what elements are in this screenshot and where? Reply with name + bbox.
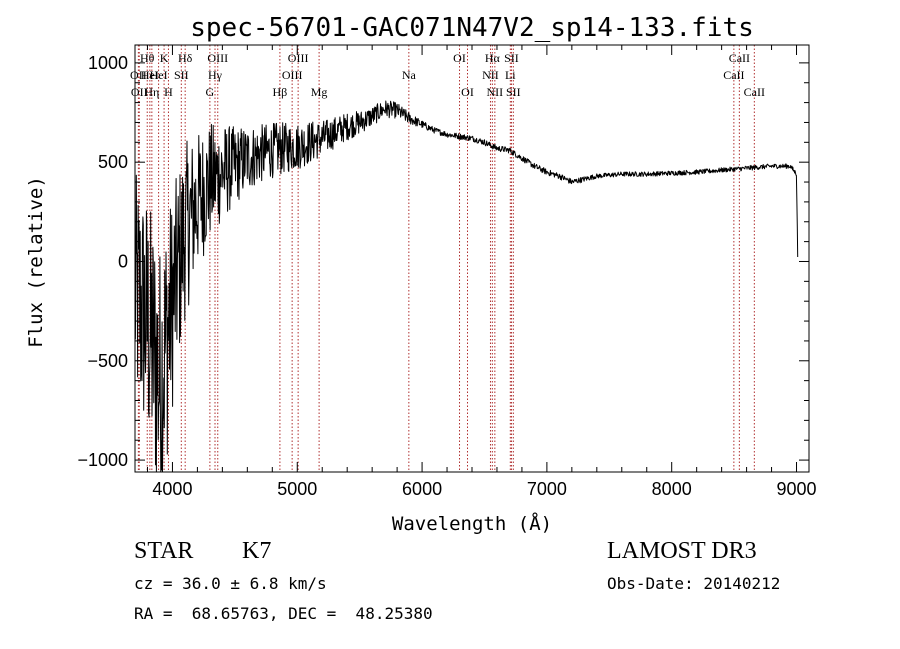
line-label: Li: [505, 68, 516, 82]
line-label: OIII: [207, 51, 228, 65]
y-tick-label: −500: [87, 351, 128, 371]
line-label: SII: [174, 68, 189, 82]
line-label: NII: [487, 85, 504, 99]
redshift-cz: cz = 36.0 ± 6.8 km/s: [134, 574, 327, 593]
line-label: Hγ: [208, 68, 223, 82]
line-label: NII: [482, 68, 499, 82]
line-label: HeI: [150, 68, 168, 82]
emission-lines: [137, 45, 755, 472]
object-class: STAR: [134, 538, 194, 564]
x-tick-label: 5000: [277, 479, 317, 499]
x-tick-label: 7000: [527, 479, 567, 499]
line-labels: OIIOIIHθHeIHηHeIKHSIIHδGHγOIIIHβOIIIOIII…: [130, 51, 765, 99]
y-tick-label: 1000: [88, 53, 128, 73]
line-label: G: [206, 85, 215, 99]
observation-date: Obs-Date: 20140212: [607, 574, 781, 593]
y-tick-label: 0: [118, 251, 128, 271]
x-tick-label: 4000: [152, 479, 192, 499]
coordinates: RA = 68.65763, DEC = 48.25380: [134, 604, 433, 623]
x-tick-label: 9000: [776, 479, 816, 499]
line-label: Hα: [485, 51, 501, 65]
chart-title: spec-56701-GAC071N47V2_sp14-133.fits: [190, 13, 754, 43]
line-label: OI: [461, 85, 474, 99]
line-label: K: [160, 51, 169, 65]
line-label: OIII: [282, 68, 303, 82]
y-axis-label: Flux (relative): [25, 176, 47, 348]
x-axis-label: Wavelength (Å): [392, 512, 552, 535]
line-label: Hβ: [273, 85, 288, 99]
x-tick-label: 8000: [652, 479, 692, 499]
line-label: Mg: [311, 85, 328, 99]
line-label: Hθ: [140, 51, 155, 65]
line-label: CaII: [744, 85, 765, 99]
x-axis: 4000 5000 6000 7000 8000 9000: [146, 45, 817, 499]
line-label: SII: [504, 51, 519, 65]
x-tick-label: 6000: [402, 479, 442, 499]
line-label: OIII: [288, 51, 309, 65]
line-label: SII: [506, 85, 521, 99]
y-axis: −1000 −500 0 500 1000: [77, 53, 809, 470]
y-tick-label: −1000: [77, 450, 128, 470]
line-label: Hη: [144, 85, 159, 99]
line-label: Na: [402, 68, 417, 82]
line-label: Hδ: [178, 51, 193, 65]
line-label: CaII: [723, 68, 744, 82]
line-label: H: [164, 85, 173, 99]
line-label: HeI: [141, 68, 159, 82]
line-label: CaII: [729, 51, 750, 65]
y-tick-label: 500: [98, 152, 128, 172]
spectrum-series: [134, 100, 799, 473]
plot-frame: [134, 44, 810, 473]
object-subclass: K7: [242, 538, 272, 564]
line-label: OI: [453, 51, 466, 65]
survey-name: LAMOST DR3: [607, 538, 757, 564]
line-label: OII: [130, 68, 147, 82]
